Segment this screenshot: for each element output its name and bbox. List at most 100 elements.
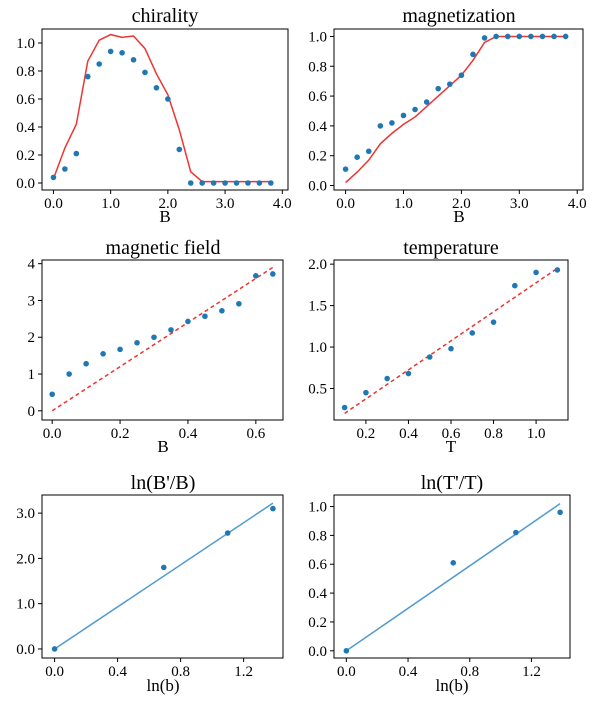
x-tick-label: 0.8	[484, 426, 503, 442]
x-tick-label: 0.8	[460, 664, 479, 680]
data-point	[222, 180, 228, 186]
fit-line-dashed	[51, 266, 274, 412]
axes-frame	[333, 494, 571, 659]
y-tick-label: 2.0	[308, 257, 327, 273]
data-point	[389, 120, 395, 126]
y-tick-label: 3	[28, 293, 36, 309]
y-tick-label: 0.4	[308, 119, 327, 135]
data-point	[448, 345, 454, 352]
y-tick-label: 4	[28, 257, 36, 273]
data-point	[343, 647, 350, 654]
y-tick-label: 1.0	[308, 500, 327, 516]
data-point	[562, 33, 569, 40]
x-tick-label: 0.4	[399, 426, 418, 442]
data-point	[49, 391, 55, 398]
y-tick-label: 0.2	[308, 615, 327, 631]
chart-title: ln(T'/T)	[421, 472, 483, 494]
model-line	[54, 502, 274, 650]
y-tick-label: 3.0	[16, 506, 35, 522]
x-tick-label: 0.0	[44, 196, 63, 212]
chart-title: chirality	[132, 5, 199, 27]
x-tick-label: 1.0	[394, 196, 413, 212]
data-point	[450, 559, 457, 566]
x-tick-label: 1.2	[234, 664, 253, 680]
data-point	[447, 81, 453, 87]
data-point	[270, 271, 276, 277]
data-point	[62, 166, 68, 172]
data-point	[469, 330, 476, 336]
fit-line-dashed	[344, 267, 558, 414]
axes-frame	[41, 494, 284, 659]
y-tick-label: 0.6	[308, 89, 327, 105]
data-point	[187, 180, 194, 186]
y-tick-label: 1.0	[16, 36, 35, 52]
x-tick-label: 0.0	[43, 426, 62, 442]
x-tick-label: 1.0	[527, 426, 546, 442]
data-point	[504, 33, 511, 40]
data-point	[435, 85, 442, 92]
data-point	[119, 50, 125, 56]
data-point	[539, 33, 546, 40]
data-point	[142, 69, 148, 76]
data-point	[341, 404, 348, 411]
chart-title: magnetic field	[106, 237, 221, 259]
data-point	[354, 154, 360, 161]
panel-temperature: temperature T 0.2 0.4 0.6 0.8 1.0 0.5 1.0 1.5 2.…	[308, 237, 569, 456]
y-tick-label: 0.0	[16, 176, 35, 192]
panel-magnetization: magnetization B 0.0 1.0 2.0 3.0 4.0 0.0 0.2 0.4…	[308, 5, 586, 226]
data-point	[219, 307, 225, 314]
data-point	[199, 180, 205, 186]
y-tick-label: 0.2	[16, 148, 35, 164]
x-tick-label: 0.6	[442, 426, 461, 442]
data-point	[384, 375, 390, 382]
y-tick-label: 0.4	[16, 120, 35, 136]
data-point	[160, 564, 167, 571]
data-point	[50, 174, 57, 181]
y-tick-label: 0.4	[308, 586, 327, 602]
data-point	[83, 360, 89, 367]
data-point	[426, 354, 433, 360]
data-point	[185, 318, 191, 325]
x-tick-label: 0.0	[45, 664, 64, 680]
data-point	[176, 146, 183, 153]
x-axis-label: T	[446, 437, 457, 456]
x-tick-label: 4.0	[273, 196, 292, 212]
data-point	[516, 33, 523, 40]
x-axis-label: ln(b)	[146, 676, 179, 695]
data-point	[165, 96, 171, 102]
data-point	[134, 339, 140, 346]
y-tick-label: 2.0	[16, 551, 35, 567]
data-point	[153, 85, 160, 91]
data-point	[412, 106, 418, 113]
data-point	[84, 73, 91, 80]
x-axis-label: B	[159, 207, 170, 226]
panel-ln-t-ratio: ln(T'/T) ln(b) 0.0 0.4 0.8 1.2 0.0 0.2 0.4 0.6 0…	[308, 472, 571, 695]
axes-frame	[41, 28, 289, 191]
data-point	[490, 319, 497, 325]
data-point	[245, 180, 251, 186]
model-line	[52, 33, 271, 183]
y-tick-label: 0.6	[16, 92, 35, 108]
x-tick-label: 0.2	[111, 426, 130, 442]
data-point	[210, 180, 217, 186]
y-tick-label: 0.0	[308, 644, 327, 660]
y-tick-label: 1.5	[308, 299, 327, 315]
y-tick-label: 1.0	[16, 597, 35, 613]
x-tick-label: 0.4	[108, 664, 127, 680]
panel-chirality: chirality B 0.0 1.0 2.0 3.0 4.0 0.0 0.2 0.4 0.6 0…	[16, 5, 291, 226]
y-tick-label: 0.6	[308, 557, 327, 573]
data-point	[551, 33, 557, 40]
data-point	[66, 371, 72, 377]
x-tick-label: 0.4	[179, 426, 198, 442]
data-point	[270, 505, 276, 512]
x-tick-label: 2.0	[452, 196, 471, 212]
data-point	[233, 180, 240, 186]
y-tick-label: 2	[28, 330, 36, 346]
data-point	[117, 346, 123, 353]
x-tick-label: 3.0	[510, 196, 529, 212]
x-tick-label: 0.4	[399, 664, 418, 680]
data-point	[256, 180, 263, 186]
data-point	[458, 72, 465, 79]
x-tick-label: 0.0	[336, 196, 355, 212]
